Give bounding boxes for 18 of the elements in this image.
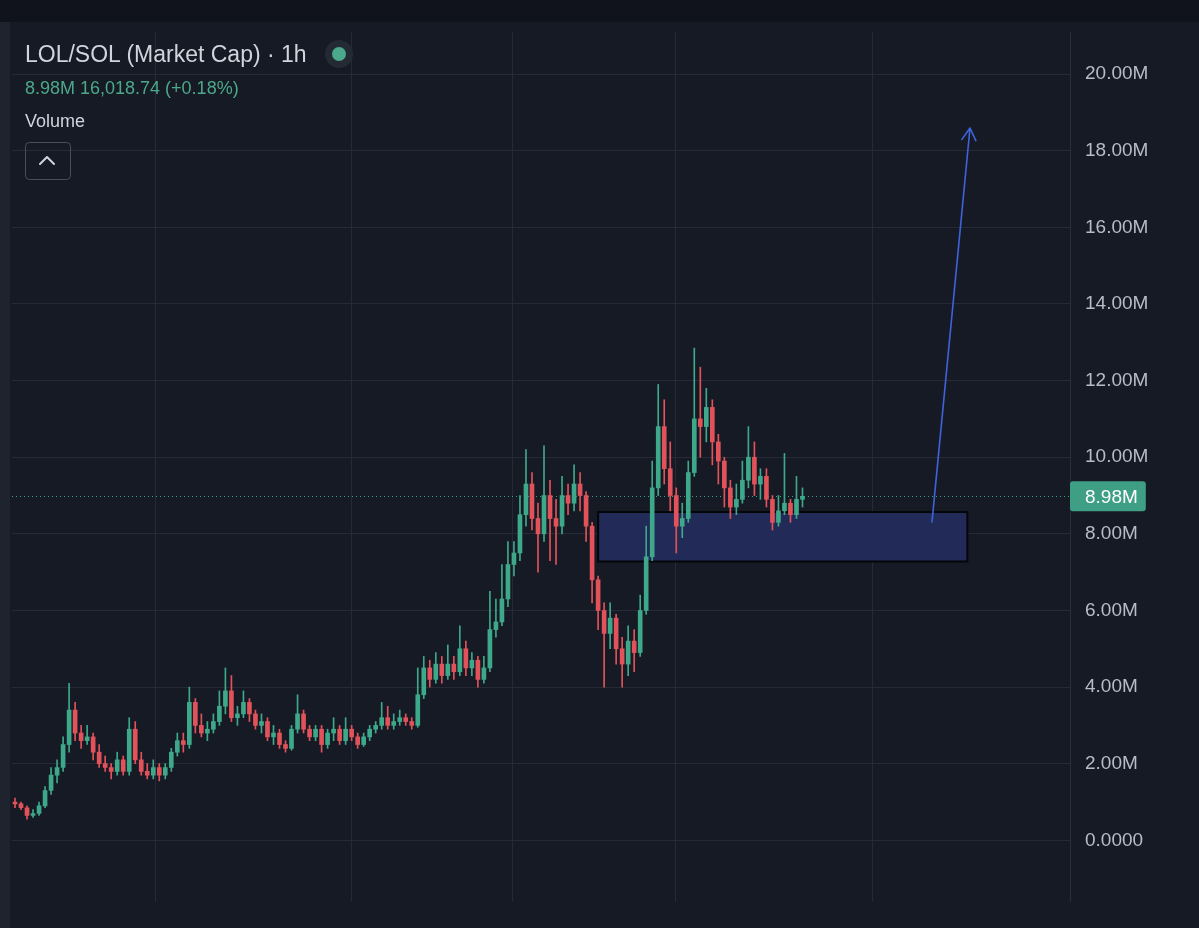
ref-line-label: 8.98M (1085, 485, 1138, 507)
y-tick-label: 8.00M (1085, 522, 1138, 544)
candlestick (697, 366, 703, 458)
candlestick (553, 499, 559, 565)
y-tick-label: 16.00M (1085, 215, 1149, 237)
candlestick (180, 732, 186, 753)
y-tick-label: 20.00M (1085, 62, 1149, 84)
y-tick-label: 14.00M (1085, 292, 1149, 314)
annotation: Volume (25, 110, 86, 133)
y-tick-label: 4.00M (1085, 675, 1138, 697)
y-tick-label: 10.00M (1085, 445, 1149, 467)
text: 8.98M 16,018.74 (+0.18%) (25, 77, 239, 100)
y-tick-label: 12.00M (1085, 368, 1149, 390)
y-tick-label: 6.00M (1085, 598, 1138, 620)
chart-title: LOL/SOL (Market Cap) · 1h (25, 40, 307, 68)
y-tick-label: 2.00M (1085, 751, 1138, 773)
y-tick-label: 0.0000 (1085, 828, 1144, 850)
y-tick-label: 18.00M (1085, 138, 1149, 160)
